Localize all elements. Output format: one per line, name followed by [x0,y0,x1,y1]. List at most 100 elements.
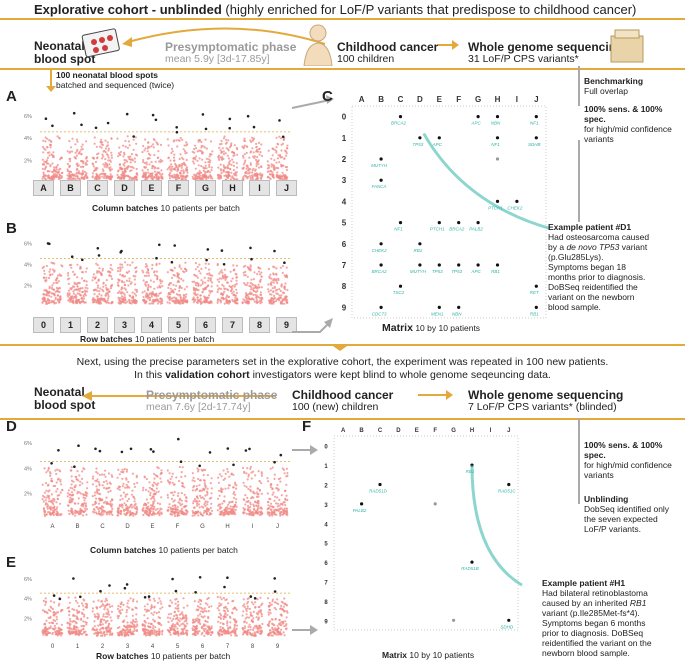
data-point [277,154,280,157]
data-point [55,513,58,516]
data-point [50,493,53,496]
data-point [119,176,122,179]
data-point [155,274,158,277]
data-point [120,168,123,171]
data-point [193,625,196,628]
data-point [118,488,121,491]
data-point [259,596,262,599]
data-point [121,628,125,631]
data-point [253,271,256,274]
data-point [276,496,279,499]
panel-b-caption: Row batches 10 patients per batch [80,334,215,344]
section-divider-1 [0,68,685,70]
data-point [126,263,129,266]
data-point [109,489,112,493]
data-point [71,620,74,623]
data-point [203,503,206,506]
data-point [43,272,46,275]
data-point [105,176,108,179]
data-point [256,598,259,601]
data-point [218,609,221,612]
data-point [184,632,187,635]
data-point [155,262,158,265]
data-point [220,487,223,490]
data-point [93,177,96,180]
data-point [158,633,161,636]
data-point [80,301,83,304]
data-point [200,144,203,147]
data-point [83,177,86,181]
data-point [94,288,97,291]
data-point [83,507,87,510]
data-point [96,488,99,491]
matrix-col-label: J [534,95,538,104]
data-point [95,632,98,635]
data-point [185,158,188,162]
data-point [252,278,255,281]
data-point [125,504,128,507]
data-point [69,146,73,149]
data-point [244,617,247,620]
data-point [180,475,183,478]
data-point [122,163,125,166]
data-point [243,511,246,514]
data-point [192,476,195,479]
data-point [84,509,87,512]
data-point [109,616,112,619]
data-point [222,153,225,156]
data-point [48,285,51,288]
data-point [271,634,274,637]
data-point [152,503,155,506]
data-point [235,634,238,637]
matrix-hit [495,157,500,161]
data-point [199,613,202,616]
data-point [47,490,50,493]
data-point [175,597,178,601]
data-point [122,491,125,494]
data-point [49,143,52,147]
data-point [245,164,248,167]
data-point [75,511,78,514]
data-point [74,484,77,487]
data-point [119,163,122,166]
data-point [123,283,127,286]
data-point [108,167,111,170]
data-point [142,271,145,274]
data-point [185,614,188,617]
data-point [191,633,194,636]
data-point [254,601,257,604]
data-point [220,297,223,300]
data-point [101,473,104,476]
data-point [257,159,260,162]
variant-point [228,117,232,121]
data-point [98,297,101,300]
cohort-title: Explorative cohort - unblinded (highly e… [34,2,637,17]
data-point [54,619,57,622]
data-point [42,173,45,176]
data-point [104,284,107,287]
data-point [106,299,109,302]
data-point [181,510,184,513]
data-point [232,269,235,272]
variant-point [279,453,283,457]
batch-box: H [222,180,243,196]
data-point [196,150,199,153]
data-point [122,155,125,158]
data-point [118,634,121,637]
data-point [203,295,206,298]
data-point [259,609,262,612]
data-point [52,301,56,304]
batch-box: F [168,180,189,196]
data-point [132,512,136,515]
data-point [220,269,223,272]
data-point [56,174,59,177]
data-point [222,168,225,171]
data-point [194,292,197,295]
data-point [132,148,135,151]
data-point [86,603,89,606]
data-point [147,629,150,632]
data-point [126,166,130,169]
data-point [93,628,96,631]
data-point [70,491,74,494]
data-point [108,613,111,616]
